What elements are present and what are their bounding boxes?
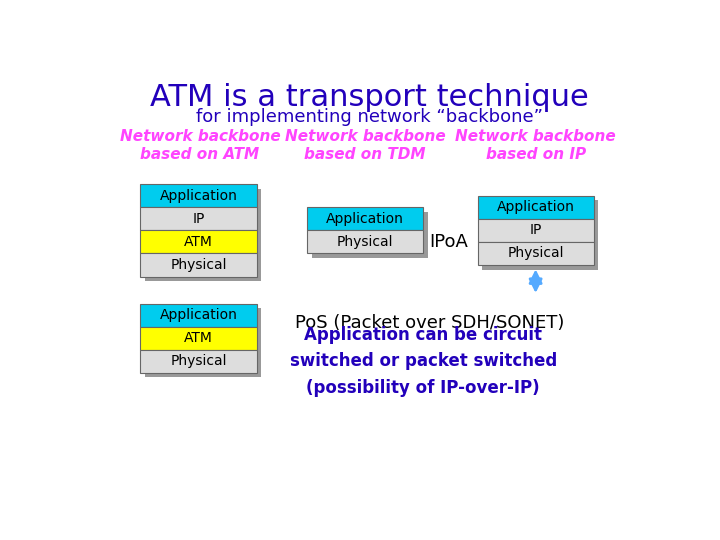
Text: IPoA: IPoA [429,233,468,251]
Bar [477,242,594,265]
Text: ATM is a transport technique: ATM is a transport technique [150,83,588,112]
Text: ATM: ATM [184,235,213,249]
Bar [140,184,256,207]
Bar [477,219,594,242]
Text: Physical: Physical [508,246,564,260]
Text: Network backbone
based on TDM: Network backbone based on TDM [284,130,446,162]
Text: for implementing network “backbone”: for implementing network “backbone” [196,108,542,126]
Bar [145,189,261,281]
Text: Physical: Physical [337,235,393,249]
Bar [140,207,256,231]
Text: Application: Application [497,200,575,214]
Text: Network backbone
based on ATM: Network backbone based on ATM [120,130,280,162]
Bar [307,207,423,231]
Bar [140,350,256,373]
Text: Application: Application [160,308,238,322]
Bar [140,327,256,350]
Text: Physical: Physical [170,354,227,368]
Bar [312,212,428,258]
Text: IP: IP [529,224,542,238]
Bar [145,308,261,377]
Text: Application: Application [326,212,404,226]
Text: Physical: Physical [170,258,227,272]
Text: Application can be circuit
switched or packet switched
(possibility of IP-over-I: Application can be circuit switched or p… [289,326,557,397]
Text: ATM: ATM [184,331,213,345]
Text: IP: IP [192,212,204,226]
Bar [307,231,423,253]
Text: PoS (Packet over SDH/SONET): PoS (Packet over SDH/SONET) [295,314,564,332]
Bar [140,253,256,276]
Bar [140,303,256,327]
Text: Network backbone
based on IP: Network backbone based on IP [455,130,616,162]
Bar [477,195,594,219]
Bar [140,231,256,253]
Bar [482,200,598,269]
Text: Application: Application [160,188,238,202]
